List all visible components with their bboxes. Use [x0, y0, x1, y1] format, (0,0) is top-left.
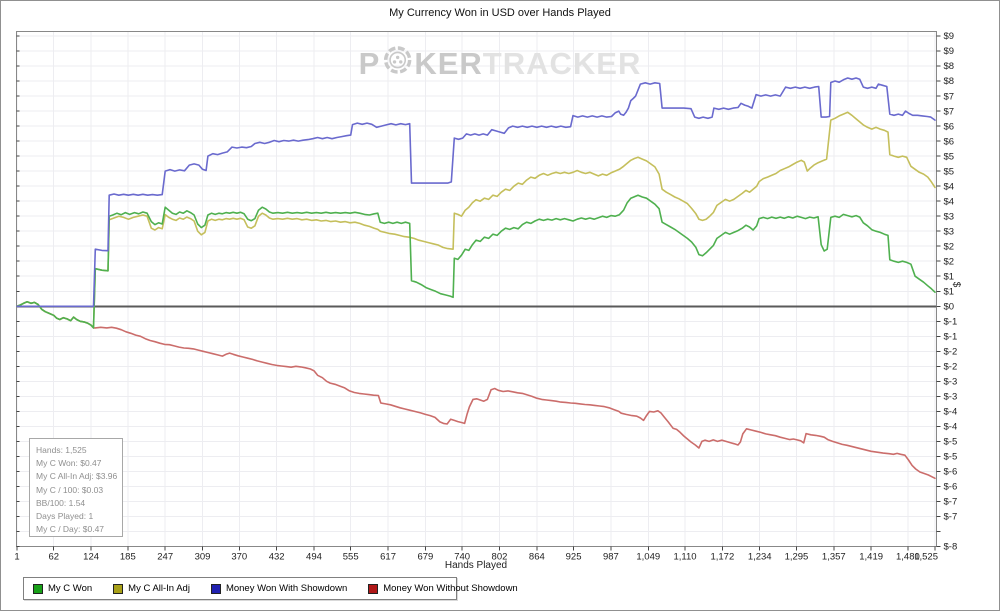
- y-tick-label: $7: [944, 91, 955, 102]
- y-tick-label: $-2: [944, 362, 958, 373]
- y-tick-label: $-8: [944, 542, 958, 553]
- plot-border: [16, 31, 937, 547]
- stat-days-played: Days Played: 1: [36, 511, 94, 522]
- watermark-text-p: P: [358, 46, 381, 81]
- series-line-money-won-without-showdown: [16, 300, 936, 480]
- chart-legend: My C Won My C All-In Adj Money Won With …: [23, 577, 518, 600]
- stat-my-c-won: My C Won: $0.47: [36, 458, 102, 469]
- stat-bb-per-100: BB/100: 1.54: [36, 497, 86, 508]
- y-tick-label: $-2: [944, 347, 958, 358]
- y-tick-label: $-1: [944, 316, 958, 327]
- x-axis-title: Hands Played: [444, 560, 508, 571]
- legend-swatch-with-showdown: [210, 583, 221, 594]
- watermark-text-ker: KER: [414, 46, 483, 81]
- series-line-money-won-with-showdown: [16, 77, 936, 308]
- y-tick-label: $0: [944, 301, 955, 312]
- y-tick-label: $8: [944, 61, 955, 72]
- y-tick-label: $8: [944, 76, 955, 87]
- legend-item-all-in-adj[interactable]: My C All-In Adj: [113, 583, 190, 594]
- y-tick-label: $4: [944, 196, 955, 207]
- y-tick-label: $4: [944, 181, 955, 192]
- y-tick-label: $-7: [944, 497, 958, 508]
- legend-label-my-c-won: My C Won: [48, 583, 93, 594]
- y-tick-label: $5: [944, 166, 955, 177]
- y-tick-label: $7: [944, 106, 955, 117]
- stat-my-c-per-100: My C / 100: $0.03: [36, 484, 104, 495]
- stat-hands: Hands: 1,525: [36, 445, 87, 455]
- series-line-my-c-all-in-adj: [16, 111, 936, 329]
- legend-label-without-showdown: Money Won Without Showdown: [383, 583, 518, 594]
- legend-label-with-showdown: Money Won With Showdown: [225, 583, 348, 594]
- legend-label-all-in-adj: My C All-In Adj: [128, 583, 190, 594]
- y-tick-label: $3: [944, 211, 955, 222]
- legend-item-without-showdown[interactable]: Money Won Without Showdown: [368, 583, 518, 594]
- y-tick-label: $-4: [944, 422, 958, 433]
- watermark-text-tracker: TRACKER: [482, 46, 642, 81]
- chart-title: My Currency Won in USD over Hands Played: [389, 7, 611, 19]
- legend-item-with-showdown[interactable]: Money Won With Showdown: [210, 583, 348, 594]
- legend-item-my-c-won[interactable]: My C Won: [33, 583, 92, 594]
- legend-swatch-without-showdown: [368, 583, 379, 594]
- y-tick-label: $-5: [944, 452, 958, 463]
- y-tick-label: $9: [944, 31, 955, 42]
- poker-chip-icon: [380, 45, 414, 83]
- session-stats-box: Hands: 1,525 My C Won: $0.47 My C All-In…: [29, 438, 123, 537]
- stat-my-c-per-day: My C / Day: $0.47: [36, 524, 105, 535]
- y-tick-label: $-6: [944, 482, 958, 493]
- y-tick-label: $1: [944, 286, 955, 297]
- y-tick-label: $2: [944, 241, 955, 252]
- y-tick-label: $-3: [944, 392, 958, 403]
- y-tick-label: $5: [944, 151, 955, 162]
- y-tick-label: $6: [944, 136, 955, 147]
- y-tick-label: $-5: [944, 437, 958, 448]
- y-axis-title: $: [950, 281, 962, 288]
- y-tick-label: $-4: [944, 407, 958, 418]
- y-tick-label: $2: [944, 256, 955, 267]
- legend-swatch-all-in-adj: [113, 583, 124, 594]
- y-tick-label: $-1: [944, 331, 958, 342]
- stat-all-in-adj: My C All-In Adj: $3.96: [36, 471, 118, 482]
- y-tick-label: $-6: [944, 467, 958, 478]
- pokertracker-watermark: P KER TRACKER: [359, 45, 642, 83]
- y-tick-label: $3: [944, 226, 955, 237]
- y-tick-label: $-3: [944, 377, 958, 388]
- series-line-my-c-won: [16, 194, 936, 329]
- y-tick-label: $-7: [944, 512, 958, 523]
- y-tick-label: $6: [944, 121, 955, 132]
- y-tick-label: $9: [944, 46, 955, 57]
- legend-swatch-my-c-won: [33, 583, 43, 594]
